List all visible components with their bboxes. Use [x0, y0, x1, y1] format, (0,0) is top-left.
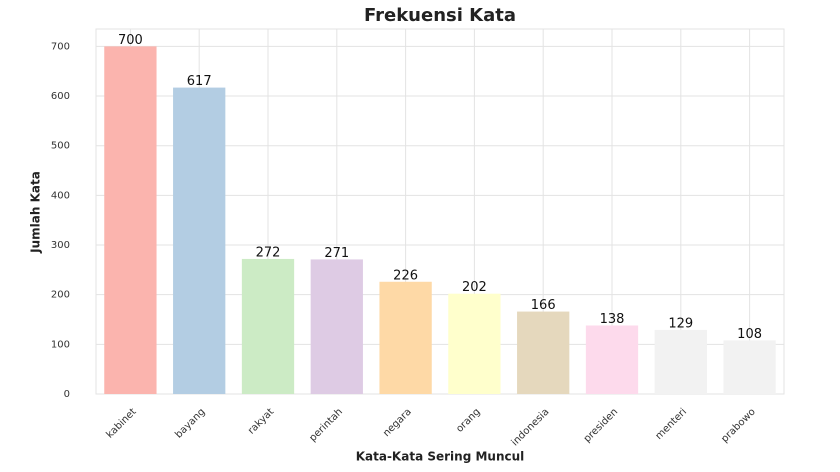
value-label: 617 [187, 74, 212, 89]
y-tick-label: 700 [51, 41, 70, 52]
x-tick-label: presiden [582, 406, 620, 444]
x-tick-label: negara [381, 406, 414, 439]
y-tick-label: 100 [51, 339, 70, 350]
value-label: 129 [668, 316, 693, 331]
bar [654, 329, 707, 394]
y-tick-label: 300 [51, 240, 70, 251]
value-label: 700 [118, 33, 143, 48]
y-tick-label: 400 [51, 190, 70, 201]
value-label: 226 [393, 268, 418, 283]
bar [517, 311, 570, 394]
x-tick-label: perintah [307, 406, 345, 444]
chart-title: Frekuensi Kata [364, 5, 516, 26]
x-tick-label: rakyat [246, 406, 276, 436]
value-label: 108 [737, 327, 762, 342]
value-label: 166 [531, 298, 556, 313]
bar [173, 87, 226, 395]
y-tick-label: 200 [51, 290, 70, 301]
bar [104, 46, 157, 394]
x-tick-label: indonesia [510, 406, 552, 448]
bar [379, 281, 432, 394]
value-label: 271 [324, 246, 349, 261]
bar [585, 325, 639, 394]
x-tick-label: kabinet [105, 406, 139, 440]
x-tick-label: orang [454, 406, 482, 434]
x-axis-label: Kata-Kata Sering Muncul [356, 450, 525, 464]
y-axis-label: Jumlah Kata [29, 171, 43, 254]
bar [241, 258, 295, 394]
value-label: 202 [462, 280, 487, 295]
y-tick-label: 600 [51, 91, 70, 102]
bar [448, 293, 501, 394]
x-tick-label: bayang [173, 406, 207, 440]
value-label: 272 [256, 245, 281, 260]
plot-frame [95, 28, 785, 395]
x-tick-label: menteri [654, 406, 689, 441]
bar [310, 259, 363, 394]
y-tick-label: 500 [51, 141, 70, 152]
y-tick-label: 0 [64, 389, 70, 400]
bar [723, 340, 776, 394]
value-label: 138 [600, 312, 625, 327]
x-tick-label: prabowo [719, 406, 757, 444]
